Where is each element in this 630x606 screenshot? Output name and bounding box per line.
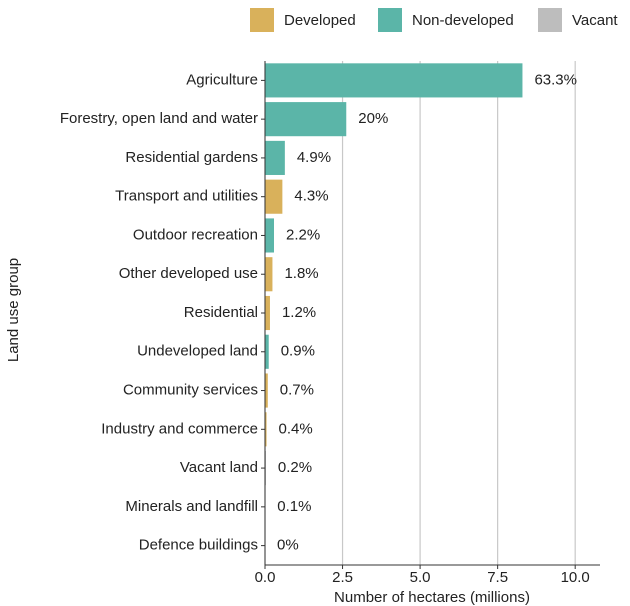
y-axis-title: Land use group <box>5 258 22 362</box>
x-tick-label: 7.5 <box>487 569 508 586</box>
bar <box>265 412 267 447</box>
bar <box>265 179 283 214</box>
x-tick-label: 10.0 <box>561 569 590 586</box>
x-tick-label: 0.0 <box>255 569 276 586</box>
value-label: 0.9% <box>281 343 315 360</box>
y-tick-label: Community services <box>123 382 258 399</box>
y-tick-label: Outdoor recreation <box>133 226 258 243</box>
value-label: 2.2% <box>286 226 320 243</box>
y-tick-label: Residential gardens <box>125 149 258 166</box>
value-label: 0.2% <box>278 459 312 476</box>
bar <box>265 218 274 253</box>
x-tick-label: 2.5 <box>332 569 353 586</box>
value-label: 1.2% <box>282 304 316 321</box>
bar <box>265 140 285 175</box>
value-label: 1.8% <box>284 265 318 282</box>
y-tick-label: Residential <box>184 304 258 321</box>
value-label: 63.3% <box>534 71 577 88</box>
x-tick-label: 5.0 <box>410 569 431 586</box>
y-tick-label: Undeveloped land <box>137 343 258 360</box>
value-label: 4.3% <box>294 188 328 205</box>
legend-swatch <box>538 8 562 32</box>
legend-label: Developed <box>284 12 356 29</box>
legend-swatch <box>378 8 402 32</box>
y-tick-label: Other developed use <box>119 265 258 282</box>
y-tick-label: Vacant land <box>180 459 258 476</box>
value-label: 0.7% <box>280 382 314 399</box>
bar <box>265 257 273 292</box>
x-axis-title: Number of hectares (millions) <box>334 589 530 606</box>
y-tick-label: Transport and utilities <box>115 188 258 205</box>
bar <box>265 334 269 369</box>
value-label: 0% <box>277 537 299 554</box>
value-label: 0.4% <box>279 420 313 437</box>
bar <box>265 102 347 137</box>
y-tick-label: Agriculture <box>186 71 258 88</box>
y-tick-label: Industry and commerce <box>101 420 258 437</box>
bar <box>265 63 523 98</box>
y-tick-label: Defence buildings <box>139 537 258 554</box>
y-tick-label: Forestry, open land and water <box>60 110 258 127</box>
legend-swatch <box>250 8 274 32</box>
bar <box>265 295 270 331</box>
legend-label: Non-developed <box>412 12 514 29</box>
value-label: 0.1% <box>277 498 311 515</box>
y-tick-label: Minerals and landfill <box>125 498 258 515</box>
bar <box>265 373 268 408</box>
legend-label: Vacant <box>572 12 618 29</box>
value-label: 20% <box>358 110 388 127</box>
value-label: 4.9% <box>297 149 331 166</box>
